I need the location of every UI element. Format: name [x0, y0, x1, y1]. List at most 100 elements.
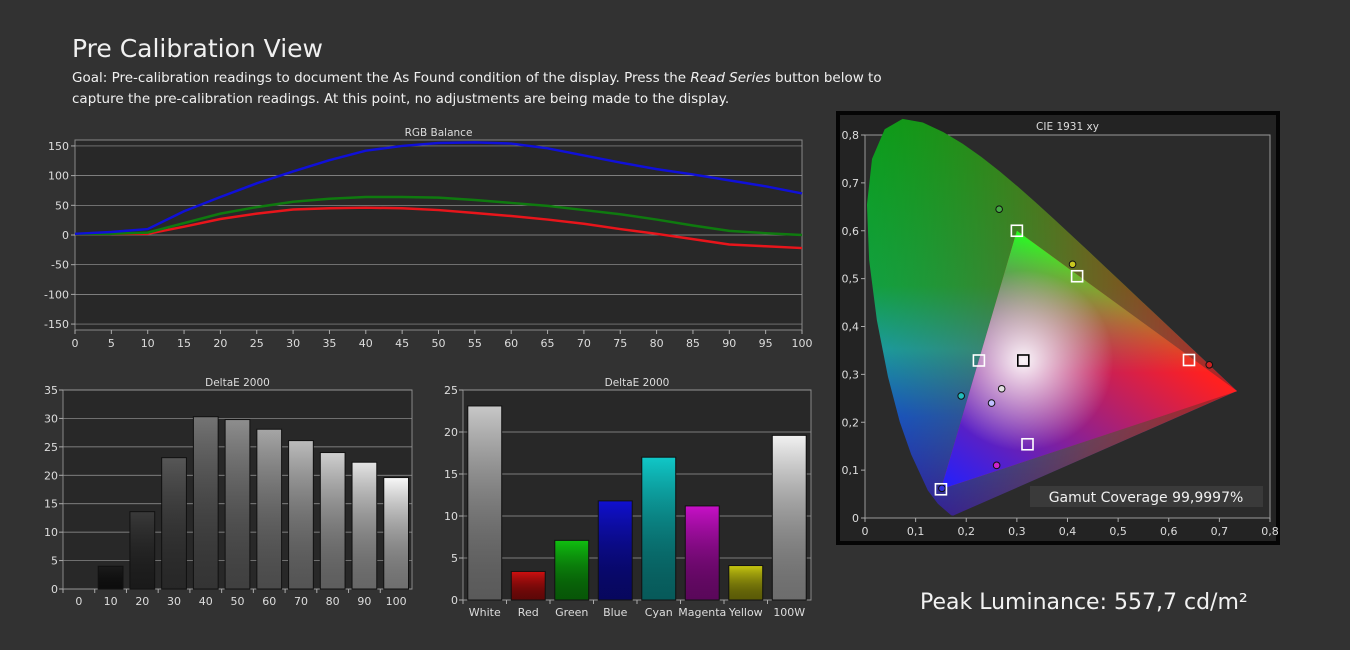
goal-description: Goal: Pre-calibration readings to docume…	[72, 68, 892, 110]
y-tick-label: 10	[44, 526, 58, 539]
x-tick-label: Blue	[603, 606, 628, 619]
bar-90	[352, 462, 377, 589]
y-tick-label: 0,7	[842, 177, 860, 190]
x-tick-label: 90	[722, 337, 736, 350]
x-tick-label: 70	[294, 595, 308, 608]
y-tick-label: 25	[44, 441, 58, 454]
x-tick-label: Magenta	[678, 606, 726, 619]
x-tick-label: 5	[108, 337, 115, 350]
target-square-blue	[934, 482, 948, 496]
y-tick-label: 0,8	[842, 129, 860, 142]
bar-shade-red	[510, 570, 546, 601]
x-tick-label: 100W	[773, 606, 805, 619]
y-tick-label: 20	[44, 469, 58, 482]
x-tick-label: Red	[518, 606, 539, 619]
y-tick-label: -100	[44, 288, 69, 301]
y-tick-label: 5	[51, 555, 58, 568]
x-tick-label: 80	[650, 337, 664, 350]
measured-point-yellow	[1068, 260, 1077, 269]
gamut-triangle	[940, 230, 1238, 490]
gamut-triangle-white	[940, 230, 1238, 490]
x-tick-label: 40	[359, 337, 373, 350]
measured-point-magenta	[992, 461, 1001, 470]
goal-text-prefix: Goal: Pre-calibration readings to docume…	[72, 70, 691, 86]
series-line-green	[75, 195, 803, 237]
y-tick-label: 15	[44, 498, 58, 511]
x-tick-label: 0	[75, 595, 82, 608]
x-tick-label: 10	[104, 595, 118, 608]
x-tick-label: 50	[231, 595, 245, 608]
bar-60	[256, 429, 282, 589]
bar-100w	[772, 435, 807, 600]
bar-shade-70	[288, 440, 314, 590]
y-tick-label: 0	[451, 594, 458, 607]
x-tick-label: 60	[504, 337, 518, 350]
series-line-red	[75, 206, 803, 250]
x-tick-label: 0,8	[1261, 525, 1279, 538]
bar-shade-blue	[597, 500, 633, 601]
x-tick-label: Yellow	[728, 606, 763, 619]
bar-blue	[598, 500, 633, 600]
x-tick-label: 35	[322, 337, 336, 350]
y-tick-label: 0	[852, 512, 859, 525]
x-tick-label: 0,3	[1008, 525, 1026, 538]
y-tick-label: 0	[51, 583, 58, 596]
page-title: Pre Calibration View	[72, 34, 323, 63]
plot-area	[462, 389, 812, 601]
target-square-white	[1017, 354, 1030, 367]
bar-shade-40	[192, 416, 219, 590]
bar-shade-yellow	[728, 565, 764, 601]
plot-area	[864, 134, 1271, 519]
measured-point-white	[997, 384, 1006, 393]
x-tick-label: 90	[357, 595, 371, 608]
bar-green	[554, 540, 589, 600]
y-tick-label: 0	[62, 229, 69, 242]
target-square-red	[1182, 353, 1196, 367]
x-tick-label: 100	[792, 337, 813, 350]
peak-luminance-readout: Peak Luminance: 557,7 cd/m²	[920, 590, 1248, 615]
x-tick-label: 65	[541, 337, 555, 350]
bar-shade-80	[319, 452, 346, 590]
bar-shade-white	[467, 405, 503, 601]
read-series-reference: Read Series	[690, 70, 771, 86]
y-tick-label: 100	[48, 170, 69, 183]
y-tick-label: 30	[44, 412, 58, 425]
x-tick-label: 30	[286, 337, 300, 350]
bar-shade-50	[224, 419, 251, 590]
plot-area	[62, 389, 413, 590]
measured-point-cyan	[957, 392, 965, 400]
cie-frame	[836, 111, 1280, 545]
chart-title: RGB Balance	[405, 127, 473, 139]
x-tick-label: Green	[555, 606, 588, 619]
bar-50	[225, 419, 250, 589]
x-tick-label: 0	[862, 525, 869, 538]
x-tick-label: 85	[686, 337, 700, 350]
measured-point-blue	[938, 484, 946, 493]
target-square-green	[1010, 224, 1024, 238]
y-tick-label: 35	[44, 384, 58, 397]
y-tick-label: 0,6	[842, 225, 860, 238]
x-tick-label: Cyan	[645, 606, 673, 619]
chart-title: DeltaE 2000	[205, 377, 270, 389]
x-tick-label: 20	[213, 337, 227, 350]
x-tick-label: 0	[72, 337, 79, 350]
x-tick-label: 100	[386, 595, 407, 608]
y-tick-label: -150	[44, 318, 69, 331]
x-tick-label: 40	[199, 595, 213, 608]
plot-area	[74, 139, 803, 331]
gamut-triangle-green	[940, 230, 1238, 490]
bar-70	[288, 440, 314, 589]
bar-shade-green	[554, 539, 590, 601]
bar-20	[129, 511, 155, 589]
bar-yellow	[728, 565, 763, 600]
x-tick-label: 25	[250, 337, 264, 350]
x-tick-label: 30	[167, 595, 181, 608]
bar-magenta	[685, 505, 720, 600]
bar-white	[467, 405, 502, 600]
bar-red	[511, 571, 546, 600]
gamut-coverage-box	[1030, 486, 1263, 507]
target-square-yellow	[1070, 269, 1084, 283]
x-tick-label: White	[469, 606, 501, 619]
y-tick-label: 0,1	[842, 464, 860, 477]
bar-shade-20	[129, 511, 156, 590]
